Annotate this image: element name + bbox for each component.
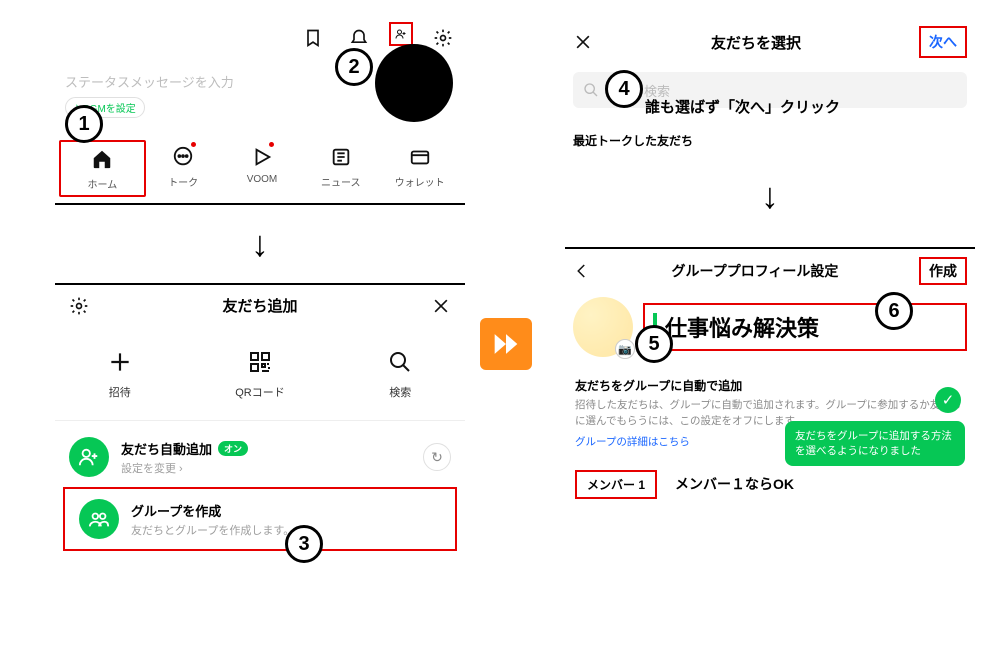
search-icon <box>583 82 599 98</box>
auto-add-sub: 設定を変更 › <box>121 460 411 476</box>
auto-add-title: 友だち自動追加 <box>121 439 212 458</box>
invite-button[interactable]: 招待 <box>106 348 134 400</box>
step-badge-1: 1 <box>65 105 103 143</box>
auto-add-section: 友だちをグループに自動で追加 招待した友だちは、グループに自動で追加されます。グ… <box>565 365 975 456</box>
status-row: ステータスメッセージを入力 ♪ BGMを設定 <box>55 50 465 126</box>
camera-icon[interactable]: 📷 <box>615 339 635 359</box>
gear-icon[interactable] <box>69 296 89 316</box>
tab-wallet[interactable]: ウォレット <box>380 144 459 193</box>
step-badge-3: 3 <box>285 525 323 563</box>
close-icon[interactable] <box>431 296 451 316</box>
group-icon <box>79 499 119 539</box>
qr-icon <box>246 348 274 376</box>
plus-icon <box>106 348 134 376</box>
tooltip: 友だちをグループに追加する方法を選べるようになりました <box>785 421 965 466</box>
refresh-icon[interactable]: ↻ <box>423 443 451 471</box>
group-profile-header: グループプロフィール設定 作成 <box>565 247 975 293</box>
friend-add-methods: 招待 QRコード 検索 <box>55 326 465 414</box>
arrow-down-icon: ↓ <box>55 205 465 283</box>
notification-dot <box>269 142 274 147</box>
tab-voom-label: VOOM <box>247 174 278 185</box>
group-name-text: 仕事悩み解決策 <box>665 311 819 343</box>
group-name-input[interactable]: 仕事悩み解決策 <box>643 303 967 351</box>
create-button[interactable]: 作成 <box>919 257 967 285</box>
qr-button[interactable]: QRコード <box>235 348 285 400</box>
next-button[interactable]: 次へ <box>919 26 967 58</box>
tab-wallet-label: ウォレット <box>395 174 445 189</box>
step-badge-2: 2 <box>335 48 373 86</box>
tab-talk[interactable]: トーク <box>144 144 223 193</box>
group-profile-title: グループプロフィール設定 <box>672 261 839 281</box>
invite-label: 招待 <box>109 384 131 400</box>
auto-add-icon <box>69 437 109 477</box>
on-badge: オン <box>218 441 248 456</box>
auto-add-row[interactable]: 友だち自動追加オン 設定を変更 › ↻ <box>55 427 465 487</box>
auto-add-link[interactable]: グループの詳細はこちら <box>575 434 690 449</box>
notification-dot <box>191 142 196 147</box>
step-badge-4: 4 <box>605 70 643 108</box>
arrow-down-icon: ↓ <box>565 157 975 235</box>
fast-forward-icon <box>480 318 532 370</box>
select-title: 友だちを選択 <box>711 32 801 53</box>
bookmark-icon[interactable] <box>301 26 325 50</box>
bell-icon[interactable] <box>347 26 371 50</box>
panel-line-home: ステータスメッセージを入力 ♪ BGMを設定 ホーム トーク VOOM ニュース… <box>55 20 465 551</box>
home-icon <box>89 146 115 172</box>
annotation-note-4: 誰も選ばず「次へ」クリック <box>645 96 840 117</box>
search-label: 検索 <box>389 384 411 400</box>
avatar[interactable] <box>375 44 453 122</box>
divider <box>55 420 465 421</box>
friend-add-header: 友だち追加 <box>55 283 465 326</box>
search-button[interactable]: 検索 <box>386 348 414 400</box>
recent-label: 最近トークした友だち <box>565 116 975 157</box>
tab-home[interactable]: ホーム <box>59 140 146 197</box>
add-friend-icon[interactable] <box>389 22 413 46</box>
friend-add-title: 友だち追加 <box>222 295 297 316</box>
create-group-row[interactable]: グループを作成 友だちとグループを作成します。 <box>63 487 457 551</box>
create-group-title: グループを作成 <box>131 501 221 520</box>
tabbar: ホーム トーク VOOM ニュース ウォレット <box>55 126 465 205</box>
step-badge-5: 5 <box>635 325 673 363</box>
tab-news[interactable]: ニュース <box>301 144 380 193</box>
member-count[interactable]: メンバー 1 <box>575 470 657 499</box>
search-icon <box>386 348 414 376</box>
select-header: 友だちを選択 次へ <box>565 20 975 64</box>
close-icon[interactable] <box>573 32 593 52</box>
tab-voom[interactable]: VOOM <box>223 144 302 193</box>
wallet-icon <box>407 144 433 170</box>
check-icon[interactable]: ✓ <box>935 387 961 413</box>
gear-icon[interactable] <box>431 26 455 50</box>
news-icon <box>328 144 354 170</box>
status-placeholder[interactable]: ステータスメッセージを入力 <box>65 72 234 91</box>
member-note: メンバー１ならOK <box>675 474 794 494</box>
back-icon[interactable] <box>573 262 591 280</box>
step-badge-6: 6 <box>875 292 913 330</box>
group-avatar[interactable]: 📷 <box>573 297 633 357</box>
auto-add-heading: 友だちをグループに自動で追加 <box>575 377 965 394</box>
group-name-row: 📷 仕事悩み解決策 <box>565 293 975 365</box>
qr-label: QRコード <box>235 384 285 400</box>
tab-news-label: ニュース <box>321 174 361 189</box>
tab-talk-label: トーク <box>168 174 198 189</box>
chat-icon <box>170 144 196 170</box>
play-icon <box>249 144 275 170</box>
tab-home-label: ホーム <box>88 176 118 191</box>
